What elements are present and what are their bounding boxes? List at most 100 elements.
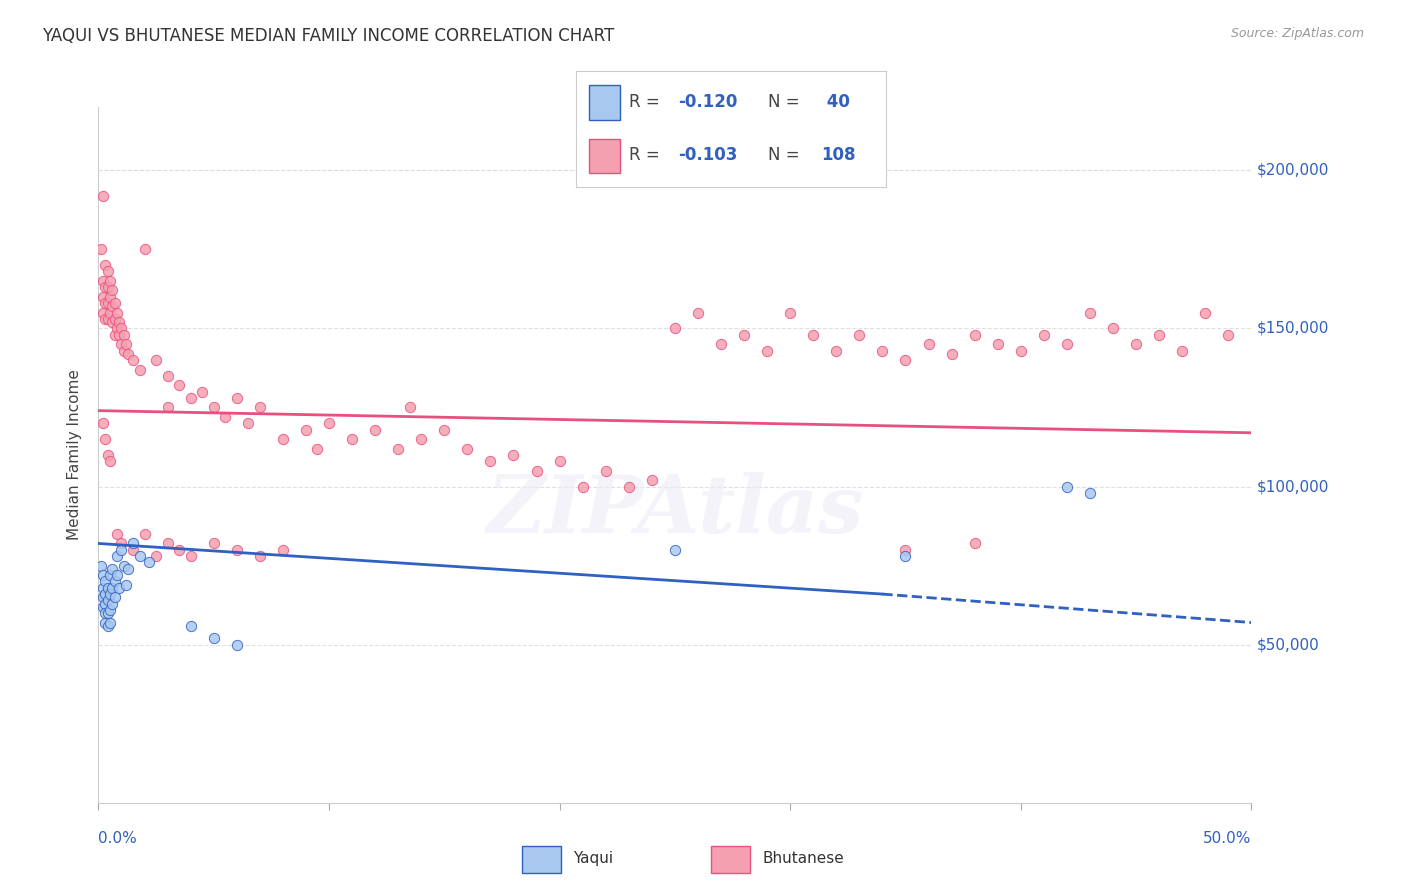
Point: [548, 454, 571, 468]
Point: [94, 312, 117, 326]
Point: [117, 347, 139, 361]
Point: [98, 290, 121, 304]
Text: 0.0%: 0.0%: [98, 830, 138, 846]
Point: [1125, 337, 1147, 351]
Point: [191, 384, 214, 399]
Point: [91, 568, 114, 582]
Point: [894, 542, 917, 557]
Point: [318, 417, 340, 431]
Point: [456, 442, 478, 456]
Point: [94, 432, 117, 446]
Point: [963, 327, 986, 342]
Point: [101, 581, 124, 595]
Point: [94, 280, 117, 294]
Point: [98, 587, 121, 601]
Point: [98, 603, 121, 617]
Point: [1010, 343, 1032, 358]
Text: N =: N =: [768, 93, 806, 111]
Point: [94, 296, 117, 310]
Point: [479, 454, 502, 468]
Point: [91, 599, 114, 614]
Point: [112, 343, 135, 358]
Point: [112, 327, 135, 342]
Point: [94, 606, 117, 620]
Point: [103, 591, 125, 605]
Point: [122, 542, 145, 557]
Point: [90, 243, 112, 257]
Point: [97, 312, 120, 326]
Point: [686, 305, 709, 319]
Point: [105, 568, 128, 582]
Point: [180, 549, 202, 563]
Point: [1194, 305, 1216, 319]
Point: [411, 432, 433, 446]
Point: [617, 479, 640, 493]
Point: [105, 305, 128, 319]
Point: [108, 327, 131, 342]
Point: [917, 337, 939, 351]
Point: [97, 280, 120, 294]
FancyBboxPatch shape: [589, 86, 620, 120]
Text: $150,000: $150,000: [1257, 321, 1330, 336]
Point: [202, 401, 225, 415]
Point: [98, 305, 121, 319]
Point: [1102, 321, 1125, 335]
Y-axis label: Median Family Income: Median Family Income: [67, 369, 83, 541]
Point: [238, 417, 260, 431]
Point: [1078, 486, 1101, 500]
Point: [848, 327, 870, 342]
Point: [225, 391, 247, 405]
Point: [110, 536, 132, 550]
Point: [101, 597, 124, 611]
Point: [117, 562, 139, 576]
Point: [664, 321, 686, 335]
Point: [101, 299, 124, 313]
Point: [110, 321, 132, 335]
Point: [91, 290, 114, 304]
Point: [90, 558, 112, 573]
Text: Source: ZipAtlas.com: Source: ZipAtlas.com: [1230, 27, 1364, 40]
Point: [156, 368, 179, 383]
Point: [756, 343, 779, 358]
Point: [340, 432, 363, 446]
Point: [167, 542, 190, 557]
Point: [97, 618, 120, 632]
Text: N =: N =: [768, 146, 806, 164]
Point: [122, 353, 145, 368]
Point: [641, 473, 664, 487]
Text: Yaqui: Yaqui: [574, 851, 613, 866]
Point: [105, 321, 128, 335]
Text: YAQUI VS BHUTANESE MEDIAN FAMILY INCOME CORRELATION CHART: YAQUI VS BHUTANESE MEDIAN FAMILY INCOME …: [42, 27, 614, 45]
Point: [91, 188, 114, 202]
Point: [1078, 305, 1101, 319]
Point: [801, 327, 824, 342]
Point: [271, 432, 294, 446]
Point: [94, 615, 117, 630]
Point: [872, 343, 894, 358]
Point: [1171, 343, 1194, 358]
Point: [526, 464, 548, 478]
Point: [110, 542, 132, 557]
Point: [98, 568, 121, 582]
Point: [134, 243, 156, 257]
Point: [94, 597, 117, 611]
Text: 40: 40: [821, 93, 849, 111]
Point: [307, 442, 329, 456]
Point: [894, 353, 917, 368]
Text: $200,000: $200,000: [1257, 163, 1330, 178]
Point: [202, 632, 225, 646]
Text: -0.103: -0.103: [679, 146, 738, 164]
Point: [180, 391, 202, 405]
FancyBboxPatch shape: [522, 847, 561, 873]
Point: [733, 327, 755, 342]
Point: [129, 362, 152, 376]
Point: [225, 638, 247, 652]
Point: [101, 562, 124, 576]
Point: [91, 274, 114, 288]
Point: [595, 464, 617, 478]
Point: [98, 454, 121, 468]
Point: [134, 527, 156, 541]
Point: [108, 581, 131, 595]
Point: [963, 536, 986, 550]
Point: [97, 296, 120, 310]
